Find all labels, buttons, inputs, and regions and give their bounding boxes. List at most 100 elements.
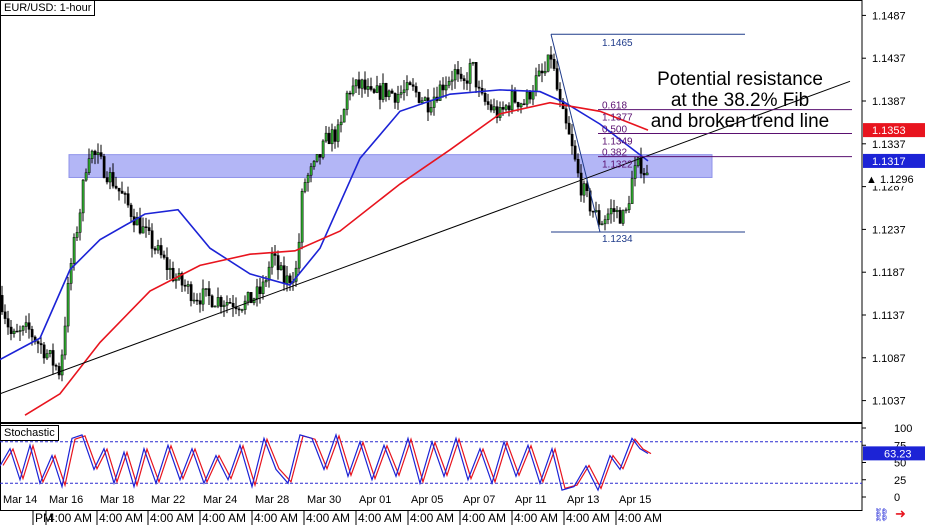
- price-tick-label: 1.1437: [872, 53, 906, 65]
- candle-body: [327, 132, 331, 145]
- candle-body: [564, 108, 568, 124]
- candle-body: [336, 124, 340, 142]
- x-date-label: Mar 30: [307, 494, 341, 506]
- fib-ratio-label: 0.382: [602, 148, 627, 159]
- candle-body: [516, 102, 520, 108]
- candle-body: [510, 91, 514, 111]
- candle-body: [231, 302, 235, 308]
- price-tag-box: [863, 153, 925, 168]
- candle-body: [60, 354, 64, 376]
- fib-ratio-label: 0.618: [602, 101, 627, 112]
- candle-body: [603, 219, 607, 225]
- candle-body: [450, 79, 454, 82]
- candle-body: [351, 85, 355, 95]
- candle-body: [300, 191, 304, 243]
- candle-body: [591, 210, 595, 213]
- price-tag-box: [863, 123, 925, 138]
- candle-body: [273, 253, 277, 256]
- candle-body: [222, 304, 226, 307]
- candle-body: [15, 330, 19, 333]
- candle-body: [45, 353, 49, 359]
- candle-body: [357, 79, 361, 89]
- candle-body: [402, 89, 406, 93]
- candle-body: [72, 237, 76, 264]
- price-tick-label: 1.1087: [872, 353, 906, 365]
- candle-body: [270, 253, 274, 268]
- candle-body: [183, 284, 187, 287]
- moving-average-line: [0, 89, 649, 361]
- price-tag-label: 1.1317: [872, 156, 906, 168]
- candle-body: [471, 62, 475, 64]
- candle-body: [264, 279, 268, 283]
- fib-price-label: 1.1322: [602, 160, 633, 171]
- current-price-box: [863, 171, 925, 186]
- candle-body: [297, 241, 301, 269]
- fib-price-label: 1.1377: [602, 113, 633, 124]
- candle-body: [528, 91, 532, 100]
- candle-body: [48, 350, 52, 354]
- x-time-label: 4:00 AM: [410, 511, 454, 525]
- stochastic-tick-label: 50: [894, 458, 906, 470]
- arrow-right-icon[interactable]: ➜: [895, 506, 906, 521]
- x-date-label: Mar 22: [151, 494, 185, 506]
- candle-body: [159, 245, 163, 256]
- candle-body: [360, 79, 364, 89]
- candle-body: [348, 92, 352, 95]
- candle-body: [279, 265, 283, 271]
- candle-body: [54, 365, 58, 367]
- candle-body: [117, 187, 121, 192]
- x-date-label: Apr 13: [567, 494, 599, 506]
- candle-body: [162, 254, 166, 258]
- candle-body: [63, 325, 67, 356]
- stochastic-value-label: 63.23: [884, 448, 912, 460]
- candle-body: [372, 89, 376, 93]
- candle-body: [474, 62, 478, 88]
- stochastic-panel: [0, 423, 863, 511]
- fib-price-label: 1.1465: [602, 38, 633, 49]
- candle-body: [333, 129, 337, 142]
- candle-body: [426, 97, 430, 113]
- candle-body: [576, 159, 580, 174]
- candle-body: [138, 216, 142, 234]
- candle-body: [453, 69, 457, 81]
- candle-body: [114, 185, 118, 189]
- candle-body: [90, 150, 94, 159]
- x-time-label: 4:00 AM: [618, 511, 662, 525]
- candle-body: [618, 209, 622, 224]
- candle-body: [219, 297, 223, 307]
- candle-body: [27, 322, 31, 330]
- candle-body: [582, 183, 586, 196]
- link-icon[interactable]: ⛓: [873, 507, 890, 522]
- stochastic-tick-label: 100: [894, 423, 912, 435]
- annotation-line-3: and broken trend line: [650, 111, 830, 132]
- candle-body: [444, 84, 448, 91]
- chart-title: EUR/USD: 1-hour: [0, 0, 96, 16]
- candle-body: [102, 156, 106, 178]
- candle-body: [399, 92, 403, 95]
- candle-body: [75, 232, 79, 238]
- candle-body: [600, 223, 604, 226]
- price-tick-label: 1.1187: [872, 267, 905, 279]
- fib-diagonal: [550, 34, 601, 233]
- candle-body: [207, 288, 211, 297]
- moving-average-line: [24, 101, 649, 416]
- candle-body: [429, 107, 433, 113]
- candle-body: [165, 257, 169, 271]
- candle-body: [195, 299, 199, 302]
- candle-body: [36, 341, 40, 344]
- candle-body: [531, 91, 535, 100]
- price-tick-label: 1.1137: [872, 310, 905, 322]
- candle-body: [366, 86, 370, 90]
- candle-body: [417, 91, 421, 103]
- candle-body: [255, 286, 259, 299]
- candle-body: [30, 329, 34, 338]
- price-panel: [0, 0, 863, 423]
- candle-body: [171, 267, 175, 282]
- candle-body: [447, 81, 451, 86]
- candle-body: [501, 107, 505, 110]
- candle-body: [321, 140, 325, 158]
- candle-body: [210, 295, 214, 308]
- candle-body: [51, 350, 55, 366]
- candle-body: [408, 82, 412, 85]
